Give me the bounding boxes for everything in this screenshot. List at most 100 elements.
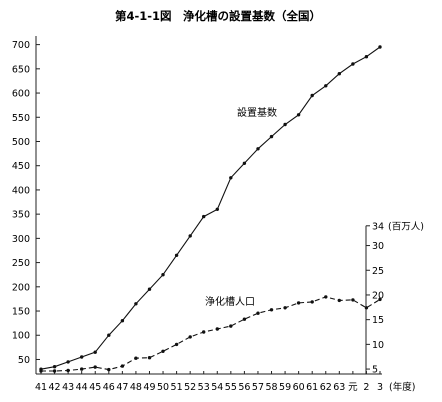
population-point	[310, 300, 314, 304]
y-right-tick-label: 30	[372, 241, 384, 252]
population-point	[215, 327, 219, 331]
installations-point	[337, 72, 341, 76]
x-unit: (年度)	[389, 381, 415, 393]
y-left-tick-label: 300	[12, 234, 30, 245]
y-left-tick-label: 350	[12, 210, 30, 221]
population-point	[296, 301, 301, 305]
y-left-tick-label: 600	[12, 89, 30, 100]
x-tick-label: 2	[363, 382, 369, 393]
series-label-population: 浄化槽人口	[205, 295, 255, 308]
series-lines	[40, 46, 381, 372]
x-tick-label: 49	[143, 382, 155, 393]
x-tick-label: 61	[306, 382, 318, 393]
y-left-tick-label: 250	[12, 258, 30, 269]
x-tick-label: 42	[49, 382, 61, 393]
population-point	[283, 306, 287, 310]
population-point	[202, 330, 206, 334]
population-point	[147, 356, 152, 360]
series-label-installations: 設置基数	[237, 106, 277, 119]
installations-point	[161, 273, 165, 277]
installations-point	[310, 93, 314, 98]
installations-point	[66, 360, 70, 364]
y-left-tick-label: 650	[12, 64, 30, 75]
population-point	[52, 369, 57, 373]
population-point	[378, 297, 382, 302]
population-point	[256, 311, 260, 315]
x-tick-label: 53	[198, 382, 210, 393]
series-points	[39, 45, 382, 373]
y-left-tick-label: 100	[12, 331, 30, 342]
population-point	[120, 364, 125, 368]
population-point	[351, 298, 355, 302]
x-tick-label: 59	[279, 382, 291, 393]
population-point	[174, 342, 179, 347]
population-point	[269, 308, 274, 312]
y-right-unit: (百万人)	[388, 221, 424, 232]
installations-point	[324, 84, 328, 88]
x-tick-label: 55	[225, 382, 237, 393]
chart-title: 第4-1-1図 浄化槽の設置基数（全国）	[115, 9, 321, 23]
population-point	[134, 356, 138, 360]
x-tick-label: 51	[171, 382, 183, 393]
x-tick-label: 44	[76, 382, 88, 393]
population-point	[324, 295, 328, 299]
x-tick-label: 45	[89, 382, 101, 393]
x-tick-label: 43	[62, 382, 74, 393]
population-point	[93, 365, 97, 369]
population-point	[66, 368, 70, 373]
x-tick-label: 50	[157, 382, 169, 393]
x-tick-label: 3	[377, 382, 383, 393]
installations-point	[93, 350, 97, 354]
population-point	[229, 324, 233, 328]
y-left-tick-label: 400	[12, 185, 30, 196]
y-right-tick-label: 34	[372, 221, 384, 232]
x-tick-label: 63	[333, 382, 345, 393]
installations-point	[378, 45, 382, 49]
y-right-tick-label: 5	[372, 365, 378, 376]
installations-point	[242, 161, 247, 165]
population-point	[161, 349, 165, 353]
population-point	[80, 367, 84, 371]
installations-point	[283, 122, 287, 127]
installations-point	[229, 176, 233, 180]
y-left-tick-label: 500	[12, 137, 30, 148]
installations-point	[52, 365, 57, 369]
y-right-tick-label: 25	[372, 266, 384, 277]
x-tick-label: 58	[265, 382, 277, 393]
installations-point	[364, 55, 369, 59]
x-tick-label: 元	[348, 382, 358, 393]
y-right-tick-label: 10	[372, 340, 384, 351]
x-tick-label: 54	[211, 382, 223, 393]
installations-point	[351, 62, 355, 66]
x-tick-label: 60	[293, 382, 305, 393]
installations-point	[80, 355, 84, 359]
x-tick-label: 57	[252, 382, 264, 393]
series-line-population	[41, 296, 381, 372]
x-tick-label: 52	[184, 382, 196, 393]
installations-point	[256, 147, 260, 151]
installations-point	[174, 253, 179, 257]
y-left-tick-label: 150	[12, 307, 30, 318]
installations-point	[202, 214, 206, 219]
population-point	[39, 369, 43, 373]
installations-point	[215, 207, 219, 211]
installations-point	[296, 113, 301, 117]
axes: 5010015020025030035040045050055060065070…	[12, 36, 424, 393]
population-point	[188, 335, 192, 339]
installations-point	[147, 287, 152, 291]
installations-point	[120, 319, 125, 323]
y-left-tick-label: 200	[12, 282, 30, 293]
y-right-tick-label: 20	[372, 290, 384, 301]
x-tick-label: 62	[320, 382, 332, 393]
installations-point	[188, 234, 192, 238]
x-tick-label: 56	[238, 382, 250, 393]
y-left-tick-label: 450	[12, 161, 30, 172]
installations-point	[269, 134, 274, 139]
population-point	[242, 317, 247, 321]
x-tick-label: 46	[103, 382, 115, 393]
series-line-installations	[40, 46, 381, 370]
population-point	[107, 367, 111, 372]
x-tick-label: 48	[130, 382, 142, 393]
